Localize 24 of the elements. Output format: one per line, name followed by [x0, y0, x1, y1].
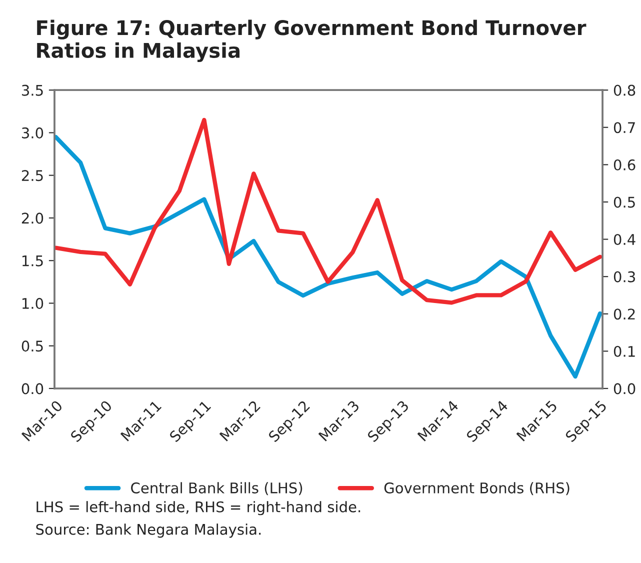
- y2-tick-label: 0.0: [614, 383, 636, 394]
- y2-tick-label: 0.1: [614, 346, 635, 357]
- y-tick-label: 0.5: [22, 340, 43, 352]
- y-tick-label: 2.5: [22, 170, 43, 182]
- y2-tick-label: 0.4: [614, 234, 636, 246]
- text: LHS = left-hand side, RHS = right-hand side.: [36, 501, 360, 516]
- source-note: Source: Bank Negara Malaysia.: [36, 524, 261, 538]
- legend-label: Government Bonds (RHS): [384, 482, 570, 496]
- y2-tick-label: 0.5: [614, 196, 635, 208]
- y2-tick-label: 0.7: [614, 122, 635, 134]
- y2-tick-label: 0.2: [614, 308, 635, 320]
- line-series: [54, 134, 602, 379]
- y-tick-label: 3.0: [22, 127, 44, 138]
- y2-tick-label: 0.6: [614, 159, 636, 170]
- y2-tick-label: 0.8: [614, 84, 636, 96]
- y2-tick-label: 0.3: [614, 271, 635, 282]
- y-tick-label: 1.5: [22, 255, 43, 266]
- y-tick-label: 0.0: [22, 383, 44, 394]
- y-tick-label: 3.5: [22, 84, 43, 96]
- y-tick-label: 2.0: [22, 212, 44, 224]
- line-series: [54, 118, 602, 305]
- legend-label: Central Bank Bills (LHS): [131, 482, 302, 496]
- chart-title: Figure 17: Quarterly Government Bond Turnover Ratios in Malaysia: [37, 20, 586, 62]
- y-tick-label: 1.0: [22, 298, 44, 309]
